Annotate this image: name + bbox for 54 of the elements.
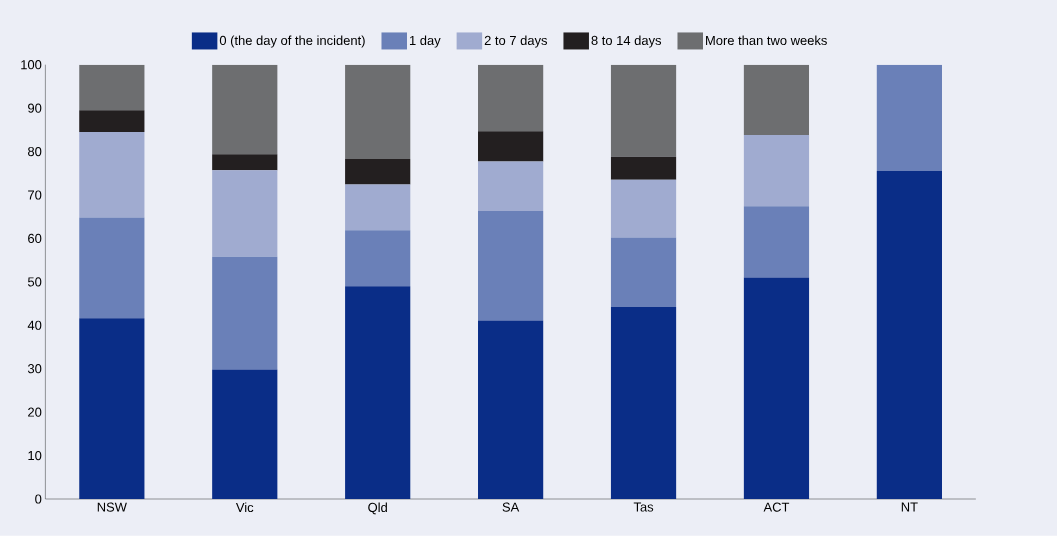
y-tick-label: 100 <box>21 60 42 70</box>
x-tick-label: Vic <box>235 502 254 513</box>
x-tick-label: NT <box>901 502 918 512</box>
bar <box>610 179 677 238</box>
bar <box>345 158 411 185</box>
bar <box>743 135 810 207</box>
legend-label: 2 to 7 days <box>484 35 548 48</box>
bar <box>610 237 677 308</box>
bar <box>610 64 677 157</box>
bar <box>743 64 810 136</box>
x-tick-label: Tas <box>633 502 654 512</box>
x-tick-label: Qld <box>368 502 387 515</box>
bar <box>478 211 544 321</box>
bar <box>478 64 544 132</box>
bar <box>743 277 810 500</box>
y-tick-label: 90 <box>28 103 42 113</box>
bar <box>212 369 278 500</box>
bar <box>610 307 677 500</box>
bar <box>79 110 145 133</box>
bar <box>345 184 411 231</box>
bar <box>79 132 145 218</box>
bar <box>345 64 411 159</box>
bar <box>478 161 544 212</box>
y-tick-label: 0 <box>35 494 42 504</box>
bar <box>212 154 278 171</box>
bar <box>345 286 411 500</box>
bar <box>743 206 810 278</box>
legend-label: 8 to 14 days <box>591 35 662 48</box>
y-tick-label: 70 <box>28 190 42 200</box>
legend-label: More than two weeks <box>706 35 827 46</box>
x-tick-label: NSW <box>97 502 127 512</box>
bar <box>212 170 278 257</box>
y-tick-label: 30 <box>27 364 42 374</box>
bar <box>79 217 145 319</box>
x-tick-label: ACT <box>763 502 790 512</box>
bar <box>876 64 942 172</box>
legend-label: 1 day <box>409 35 441 48</box>
bar <box>345 230 411 287</box>
y-tick-label: 80 <box>28 147 42 157</box>
bar <box>610 156 677 180</box>
y-tick-label: 60 <box>28 233 42 244</box>
bar <box>212 256 278 370</box>
x-tick-label: SA <box>502 502 520 512</box>
bar <box>79 64 145 111</box>
bar <box>876 171 942 500</box>
bar <box>79 318 145 500</box>
y-tick-label: 10 <box>28 451 42 461</box>
bar <box>478 320 544 500</box>
bar <box>212 64 278 155</box>
y-tick-label: 40 <box>27 320 42 330</box>
y-tick-label: 20 <box>28 407 42 417</box>
legend-label: 0 (the day of the incident) <box>219 35 365 48</box>
y-tick-label: 50 <box>27 277 42 287</box>
bar <box>478 131 544 162</box>
